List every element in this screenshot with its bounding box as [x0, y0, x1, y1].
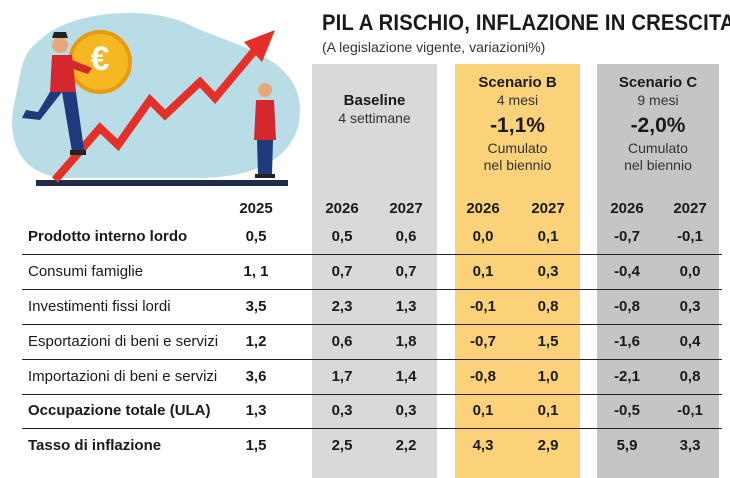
cell-value: 1,4	[395, 368, 417, 385]
cell-value: 1,7	[331, 368, 353, 385]
scenario-c-header: Scenario C 9 mesi -2,0% Cumulato nel bie…	[597, 74, 719, 174]
cell-value: 1,2	[245, 333, 267, 350]
cell-value: 0,4	[679, 333, 701, 350]
cell-value: 0,8	[537, 298, 559, 315]
cell-value: 0,8	[679, 368, 701, 385]
table-row: Esportazioni di beni e servizi 1,2 0,6 1…	[22, 325, 722, 360]
row-label: Occupazione totale (ULA)	[28, 402, 211, 419]
cell-value: 1, 1	[243, 263, 269, 280]
cell-value: 3,6	[245, 368, 267, 385]
scenario-b-name: Scenario B	[478, 74, 557, 91]
cell-value: 3,3	[679, 437, 701, 454]
row-label: Investimenti fissi lordi	[28, 298, 171, 315]
cell-value: 1,0	[537, 368, 559, 385]
year-header: 2027	[673, 200, 707, 217]
running-man-figure	[22, 32, 92, 155]
cell-value: 4,3	[472, 437, 494, 454]
cell-value: 0,1	[537, 228, 559, 245]
illustration: €	[0, 0, 310, 200]
cell-value: -0,1	[677, 228, 703, 245]
cell-value: 1,5	[537, 333, 559, 350]
cell-value: 0,0	[472, 228, 494, 245]
cell-value: 0,3	[679, 298, 701, 315]
row-label: Esportazioni di beni e servizi	[28, 333, 219, 350]
ground-line	[36, 180, 288, 186]
scenario-b-column-bg	[455, 64, 580, 478]
baseline-header: Baseline 4 settimane	[312, 92, 437, 127]
year-header: 2026	[325, 200, 359, 217]
table-row: Tasso di inflazione 1,5 2,5 2,2 4,3 2,9 …	[22, 429, 722, 463]
cell-value: -0,8	[470, 368, 496, 385]
cell-value: 0,1	[472, 402, 494, 419]
cell-value: 0,1	[537, 402, 559, 419]
table-row: Occupazione totale (ULA) 1,3 0,3 0,3 0,1…	[22, 394, 722, 429]
year-header: 2026	[466, 200, 500, 217]
scenario-b-duration: 4 mesi	[496, 92, 539, 108]
scenario-b-note-1: Cumulato	[487, 140, 548, 156]
euro-symbol: €	[90, 40, 110, 78]
year-header: 2026	[610, 200, 644, 217]
growth-arrow-line	[51, 47, 259, 183]
standing-man-figure	[254, 83, 276, 178]
cell-value: -0,4	[614, 263, 640, 280]
cell-value: 0,0	[679, 263, 701, 280]
cell-value: 2,3	[331, 298, 353, 315]
cell-value: 2,5	[331, 437, 353, 454]
baseline-duration: 4 settimane	[338, 110, 411, 126]
cell-value: 0,3	[395, 402, 417, 419]
cell-value: -2,1	[614, 368, 640, 385]
cell-value: 0,5	[245, 228, 267, 245]
cell-value: -0,1	[677, 402, 703, 419]
growth-arrow-head	[244, 30, 275, 62]
cell-value: -0,8	[614, 298, 640, 315]
cell-value: -0,5	[614, 402, 640, 419]
scenario-b-cumulative: -1,1%	[490, 114, 545, 137]
scenario-c-name: Scenario C	[618, 74, 698, 91]
cell-value: -0,1	[470, 298, 496, 315]
row-label: Importazioni di beni e servizi	[28, 368, 218, 385]
page-title: PIL A RISCHIO, INFLAZIONE IN CRESCITA	[322, 10, 730, 35]
cell-value: 2,9	[537, 437, 559, 454]
baseline-name: Baseline	[343, 92, 406, 109]
row-label: Consumi famiglie	[28, 263, 144, 280]
scenario-b-header: Scenario B 4 mesi -1,1% Cumulato nel bie…	[455, 74, 580, 174]
cell-value: 0,6	[331, 333, 353, 350]
cell-value: 2,2	[395, 437, 417, 454]
cell-value: -0,7	[470, 333, 496, 350]
cell-value: 0,7	[331, 263, 353, 280]
cell-value: 1,3	[245, 402, 267, 419]
cell-value: 1,5	[245, 437, 267, 454]
cell-value: 5,9	[616, 437, 638, 454]
cell-value: 0,3	[537, 263, 559, 280]
row-label: Tasso di inflazione	[28, 437, 162, 454]
scenario-c-note-2: nel biennio	[624, 157, 692, 173]
cell-value: 0,6	[395, 228, 417, 245]
table-row: Investimenti fissi lordi 3,5 2,3 1,3 -0,…	[22, 290, 722, 325]
cell-value: 0,7	[395, 263, 417, 280]
row-label: Prodotto interno lordo	[28, 228, 188, 245]
cell-value: 0,3	[331, 402, 353, 419]
page-subtitle: (A legislazione vigente, variazioni%)	[322, 39, 546, 55]
scenario-c-cumulative: -2,0%	[630, 114, 686, 137]
table-row: Importazioni di beni e servizi 3,6 1,7 1…	[22, 360, 722, 395]
scenario-b-note-2: nel biennio	[483, 157, 552, 173]
scenario-c-column-bg	[597, 64, 719, 478]
scenario-c-note-1: Cumulato	[628, 140, 688, 156]
year-header: 2027	[389, 200, 423, 217]
scenario-c-duration: 9 mesi	[637, 92, 679, 108]
cell-value: 0,5	[331, 228, 353, 245]
table-row: Consumi famiglie 1, 1 0,7 0,7 0,1 0,3 -0…	[22, 255, 722, 290]
cell-value: 1,8	[395, 333, 417, 350]
cell-value: 1,3	[395, 298, 417, 315]
cell-value: 3,5	[245, 298, 267, 315]
cell-value: -0,7	[614, 228, 640, 245]
cell-value: -1,6	[614, 333, 640, 350]
year-header: 2027	[531, 200, 565, 217]
cell-value: 0,1	[472, 263, 494, 280]
year-header: 2025	[239, 200, 273, 217]
table-row: Prodotto interno lordo 0,5 0,5 0,6 0,0 0…	[22, 220, 722, 255]
baseline-column-bg	[312, 64, 437, 478]
